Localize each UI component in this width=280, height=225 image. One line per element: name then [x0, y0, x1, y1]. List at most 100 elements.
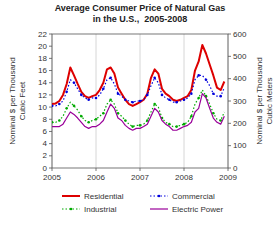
- y-axis-label-line: Cubic Feet: [18, 81, 27, 120]
- tick-label: 2006: [87, 173, 105, 182]
- tick-label: 600: [233, 30, 247, 39]
- tick-mark: [49, 46, 52, 47]
- series-marker: [197, 74, 200, 77]
- title-line: in the U.S., 2005-2008: [93, 14, 188, 24]
- chart: 0246810121416182022010020030040050060020…: [0, 0, 280, 225]
- series-marker: [190, 115, 193, 118]
- series-marker: [109, 77, 112, 80]
- series-marker: [102, 112, 105, 115]
- legend-marker: [158, 195, 161, 198]
- title-line: Average Consumer Price of Natural Gas: [55, 3, 226, 13]
- y-axis-label: Nominal $ per ThousandCubic Feet: [8, 57, 27, 144]
- tick-label: 2008: [175, 173, 193, 182]
- tick-mark: [228, 34, 231, 35]
- series-line: [52, 45, 224, 106]
- tick-mark: [228, 101, 231, 102]
- y-axis-label-line: Nominal $ per Thousand: [8, 57, 17, 144]
- series-marker: [58, 103, 61, 106]
- series-marker: [73, 81, 76, 84]
- series-line: [52, 94, 224, 131]
- tick-mark: [49, 34, 52, 35]
- series-marker: [153, 103, 156, 106]
- series-marker: [95, 97, 98, 100]
- tick-label: 20: [38, 42, 47, 51]
- y2-axis-label-line: Cubic Meters: [265, 77, 274, 124]
- tick-mark: [49, 119, 52, 120]
- tick-mark: [184, 168, 185, 171]
- tick-label: 16: [38, 66, 47, 75]
- grid-line: [140, 34, 141, 168]
- tick-label: 8: [43, 115, 48, 124]
- tick-label: 500: [233, 52, 247, 61]
- tick-mark: [49, 58, 52, 59]
- tick-mark: [96, 168, 97, 171]
- series-marker: [65, 107, 68, 110]
- legend-swatch: [150, 195, 168, 196]
- tick-label: 2007: [131, 173, 149, 182]
- tick-mark: [140, 168, 141, 171]
- tick-label: 4: [43, 139, 48, 148]
- legend-swatch: [150, 208, 168, 209]
- series-marker: [175, 101, 178, 104]
- series-marker: [190, 92, 193, 95]
- tick-mark: [49, 143, 52, 144]
- series-marker: [73, 105, 76, 108]
- series-marker: [219, 95, 222, 98]
- series-marker: [80, 94, 83, 97]
- series-marker: [58, 119, 61, 122]
- series-marker: [65, 91, 68, 94]
- series-marker: [124, 98, 127, 101]
- series-marker: [168, 123, 171, 126]
- y2-axis-label: Nominal $ per ThousandCubic Meters: [255, 57, 274, 144]
- tick-mark: [49, 131, 52, 132]
- series-marker: [139, 124, 142, 127]
- tick-label: 18: [38, 54, 47, 63]
- background: [0, 0, 280, 225]
- tick-mark: [49, 107, 52, 108]
- series-marker: [52, 121, 53, 124]
- tick-label: 0: [233, 164, 238, 173]
- tick-label: 300: [233, 97, 247, 106]
- tick-label: 400: [233, 74, 247, 83]
- legend-entry: Commercial: [172, 192, 215, 201]
- series-marker: [161, 94, 164, 97]
- tick-label: 10: [38, 103, 47, 112]
- tick-label: 22: [38, 30, 47, 39]
- series-marker: [205, 78, 208, 81]
- series-line: [52, 75, 224, 105]
- legend-entry: Residential: [84, 192, 124, 201]
- legend-entry: Industrial: [84, 205, 117, 214]
- series-marker: [117, 92, 120, 95]
- series-marker: [183, 123, 186, 126]
- tick-mark: [228, 56, 231, 57]
- series-marker: [102, 88, 105, 91]
- tick-label: 100: [233, 141, 247, 150]
- grid-line: [96, 34, 97, 168]
- series-marker: [87, 98, 90, 101]
- tick-mark: [228, 78, 231, 79]
- series-marker: [95, 118, 98, 121]
- plot-frame: [52, 34, 228, 168]
- title: Average Consumer Price of Natural Gasin …: [55, 3, 226, 24]
- series-group: [52, 45, 224, 130]
- tick-mark: [228, 123, 231, 124]
- series-marker: [109, 98, 112, 101]
- series-marker: [124, 119, 127, 122]
- legend-swatch: [62, 208, 80, 209]
- tick-mark: [228, 168, 231, 169]
- series-marker: [153, 77, 156, 80]
- tick-mark: [49, 82, 52, 83]
- tick-label: 6: [43, 127, 48, 136]
- tick-mark: [49, 70, 52, 71]
- tick-label: 2005: [43, 173, 61, 182]
- series-marker: [146, 94, 149, 97]
- tick-label: 2009: [219, 173, 237, 182]
- tick-mark: [49, 155, 52, 156]
- series-marker: [131, 101, 134, 104]
- tick-mark: [228, 168, 229, 171]
- legend-swatch: [62, 195, 80, 197]
- series-marker: [212, 92, 215, 95]
- tick-label: 14: [38, 78, 47, 87]
- tick-label: 12: [38, 91, 47, 100]
- tick-mark: [49, 94, 52, 95]
